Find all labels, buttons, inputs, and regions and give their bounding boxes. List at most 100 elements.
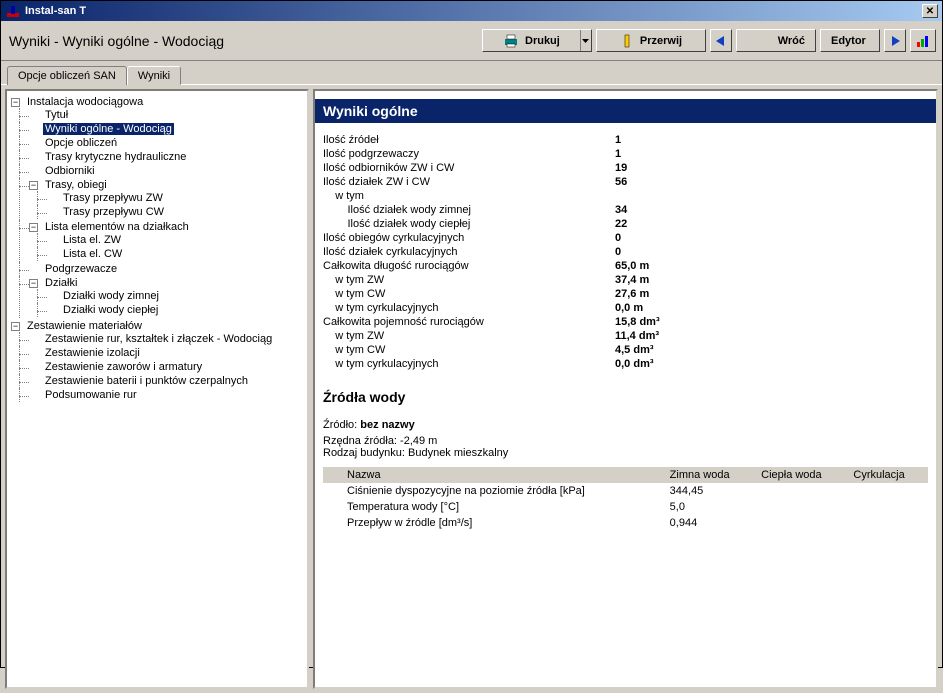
sources-table: NazwaZimna wodaCiepła wodaCyrkulacja Ciś… xyxy=(323,467,928,531)
tab-bar: Opcje obliczeń SAN Wyniki xyxy=(1,61,942,85)
result-key: Ilość działek cyrkulacyjnych xyxy=(323,245,615,259)
tab-opcje[interactable]: Opcje obliczeń SAN xyxy=(7,66,127,85)
tree-node[interactable]: Trasy krytyczne hydrauliczne xyxy=(31,150,305,164)
tree-node[interactable]: Zestawienie izolacji xyxy=(31,346,305,360)
table-header: Zimna woda xyxy=(664,467,755,483)
back-button[interactable]: Wróć xyxy=(736,29,816,52)
result-key: Całkowita pojemność rurociągów xyxy=(323,315,615,329)
table-cell xyxy=(847,499,928,515)
chart-icon xyxy=(916,35,930,47)
result-key: Ilość obiegów cyrkulacyjnych xyxy=(323,231,615,245)
table-row: Ciśnienie dyspozycyjne na poziomie źródł… xyxy=(323,483,928,499)
result-row: w tym ZW11,4 dm³ xyxy=(323,329,928,343)
result-row: w tym xyxy=(323,189,928,203)
result-value: 0 xyxy=(615,231,621,245)
tree-node[interactable]: Zestawienie rur, kształtek i złączek - W… xyxy=(31,332,305,346)
toolbar: Wyniki - Wyniki ogólne - Wodociąg Drukuj… xyxy=(1,21,942,61)
tree-node[interactable]: Podgrzewacze xyxy=(31,262,305,276)
collapse-icon[interactable]: − xyxy=(11,98,20,107)
table-cell: Ciśnienie dyspozycyjne na poziomie źródł… xyxy=(323,483,664,499)
result-key: w tym xyxy=(323,189,615,203)
tab-wyniki[interactable]: Wyniki xyxy=(127,66,181,85)
source-name-line: Źródło: bez nazwy xyxy=(323,419,928,431)
result-key: Ilość podgrzewaczy xyxy=(323,147,615,161)
tree-node[interactable]: −Lista elementów na działkach Lista el. … xyxy=(31,220,305,262)
tree-node[interactable]: Zestawienie baterii i punktów czerpalnyc… xyxy=(31,374,305,388)
result-row: Całkowita pojemność rurociągów15,8 dm³ xyxy=(323,315,928,329)
result-row: Ilość źródeł1 xyxy=(323,133,928,147)
result-row: Ilość obiegów cyrkulacyjnych0 xyxy=(323,231,928,245)
printer-icon xyxy=(503,34,519,48)
tree-node[interactable]: Opcje obliczeń xyxy=(31,136,305,150)
forward-arrow-button[interactable] xyxy=(884,29,906,52)
chart-button[interactable] xyxy=(910,29,936,52)
table-cell xyxy=(755,483,847,499)
tree-node[interactable]: Trasy przepływu CW xyxy=(49,205,305,219)
tree-node[interactable]: −Działki Działki wody zimnej Działki wod… xyxy=(31,276,305,318)
table-cell xyxy=(847,483,928,499)
result-row: Ilość podgrzewaczy1 xyxy=(323,147,928,161)
result-value: 22 xyxy=(615,217,627,231)
back-arrow-button[interactable] xyxy=(710,29,732,52)
abort-button[interactable]: Przerwij xyxy=(596,29,706,52)
collapse-icon[interactable]: − xyxy=(29,181,38,190)
result-value: 27,6 m xyxy=(615,287,649,301)
result-key: Ilość odbiorników ZW i CW xyxy=(323,161,615,175)
tree-node[interactable]: Zestawienie zaworów i armatury xyxy=(31,360,305,374)
result-key: w tym CW xyxy=(323,287,615,301)
collapse-icon[interactable]: − xyxy=(29,279,38,288)
result-row: Ilość działek cyrkulacyjnych0 xyxy=(323,245,928,259)
tree-node[interactable]: Odbiorniki xyxy=(31,164,305,178)
tree-node[interactable]: Trasy przepływu ZW xyxy=(49,191,305,205)
abort-icon xyxy=(620,34,634,48)
result-value: 65,0 m xyxy=(615,259,649,273)
table-cell xyxy=(755,499,847,515)
tree-node[interactable]: Działki wody zimnej xyxy=(49,289,305,303)
result-key: Ilość źródeł xyxy=(323,133,615,147)
table-cell: 0,944 xyxy=(664,515,755,531)
breadcrumb: Wyniki - Wyniki ogólne - Wodociąg xyxy=(7,33,478,49)
tree-node[interactable]: −Trasy, obiegi Trasy przepływu ZW Trasy … xyxy=(31,178,305,220)
source-elev-line: Rzędna źródła: -2,49 m xyxy=(323,435,928,447)
collapse-icon[interactable]: − xyxy=(29,223,38,232)
tree-node[interactable]: Tytuł xyxy=(31,108,305,122)
result-row: Ilość działek ZW i CW56 xyxy=(323,175,928,189)
tree-pane: −Instalacja wodociągowa Tytuł Wyniki ogó… xyxy=(5,89,309,689)
result-value: 0,0 m xyxy=(615,301,643,315)
print-dropdown[interactable] xyxy=(580,30,591,51)
tree-node[interactable]: Działki wody ciepłej xyxy=(49,303,305,317)
tree-node-selected[interactable]: Wyniki ogólne - Wodociąg xyxy=(31,122,305,136)
table-cell: Temperatura wody [°C] xyxy=(323,499,664,515)
table-header: Nazwa xyxy=(323,467,664,483)
result-value: 15,8 dm³ xyxy=(615,315,660,329)
content-area: −Instalacja wodociągowa Tytuł Wyniki ogó… xyxy=(1,85,942,693)
result-value: 34 xyxy=(615,203,627,217)
print-label: Drukuj xyxy=(525,35,560,47)
app-icon xyxy=(5,3,21,19)
table-header: Cyrkulacja xyxy=(847,467,928,483)
editor-button[interactable]: Edytor xyxy=(820,29,880,52)
tree-node[interactable]: −Zestawienie materiałów Zestawienie rur,… xyxy=(13,319,305,403)
result-key: w tym ZW xyxy=(323,329,615,343)
result-value: 37,4 m xyxy=(615,273,649,287)
table-cell xyxy=(755,515,847,531)
table-cell xyxy=(847,515,928,531)
tree-node[interactable]: Podsumowanie rur xyxy=(31,388,305,402)
tree-node[interactable]: −Instalacja wodociągowa Tytuł Wyniki ogó… xyxy=(13,95,305,319)
result-key: w tym ZW xyxy=(323,273,615,287)
collapse-icon[interactable]: − xyxy=(11,322,20,331)
window-title: Instal-san T xyxy=(25,5,922,17)
result-row: Ilość działek wody ciepłej22 xyxy=(323,217,928,231)
tree-node[interactable]: Lista el. CW xyxy=(49,247,305,261)
table-row: Przepływ w źródle [dm³/s]0,944 xyxy=(323,515,928,531)
back-label: Wróć xyxy=(778,35,805,47)
result-row: Ilość działek wody zimnej34 xyxy=(323,203,928,217)
result-value: 11,4 dm³ xyxy=(615,329,659,343)
close-button[interactable]: ✕ xyxy=(922,4,938,18)
results-header: Wyniki ogólne xyxy=(315,99,936,123)
table-cell: 5,0 xyxy=(664,499,755,515)
tree-node[interactable]: Lista el. ZW xyxy=(49,233,305,247)
print-button[interactable]: Drukuj xyxy=(482,29,592,52)
result-row: w tym ZW37,4 m xyxy=(323,273,928,287)
result-key: Całkowita długość rurociągów xyxy=(323,259,615,273)
